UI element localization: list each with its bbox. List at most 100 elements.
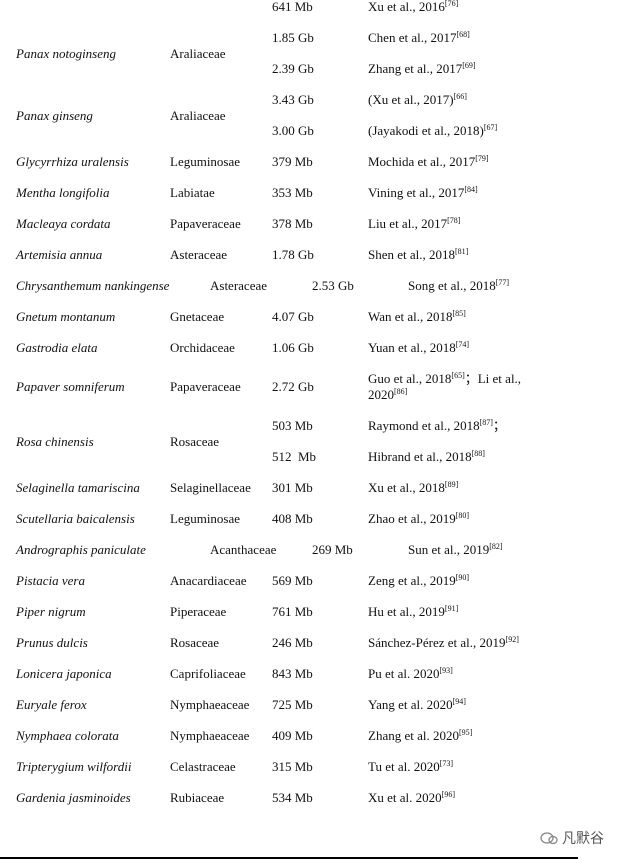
reference-text: (Xu et al., 2017) [368, 92, 454, 107]
reference: Tu et al. 2020[73] [368, 752, 538, 783]
citation-number: [92] [505, 635, 519, 644]
genome-table: 641 Mb Xu et al., 2016[76] Panax notoginse… [0, 0, 600, 814]
entries: 4.07 Gb Wan et al., 2018[85] [272, 302, 538, 333]
family-cell: Selaginellaceae [170, 480, 251, 495]
genome-size: 1.78 Gb [272, 247, 314, 262]
reference: Yang et al. 2020[94] [368, 690, 538, 721]
entries: 269 Mb Sun et al., 2019[82] [312, 535, 578, 566]
citation-number: [67] [483, 123, 498, 132]
table-row: Prunus dulcis Rosaceae 246 Mb Sánchez-Pérez… [0, 628, 600, 659]
entries: 408 Mb Zhao et al., 2019[80] [272, 504, 538, 535]
citation-number: [77] [495, 278, 510, 287]
entries: 843 Mb Pu et al. 2020[93] [272, 659, 538, 690]
entry: 534 Mb Xu et al. 2020[96] [272, 783, 538, 814]
entries: 1.06 Gb Yuan et al., 2018[74] [272, 333, 538, 364]
reference: Chen et al., 2017[68] [368, 23, 538, 54]
entry: 2.39 Gb Zhang et al., 2017[69] [272, 54, 538, 85]
family-cell: Nymphaeaceae [170, 697, 250, 712]
family-cell: Papaveraceae [170, 216, 241, 231]
table-row: Papaver somniferum Papaveraceae 2.72 Gb Guo… [0, 364, 600, 411]
reference: Zhang et al., 2017[69] [368, 54, 538, 85]
reference-text: Guo et al., 2018 [368, 371, 452, 386]
genome-size: 3.43 Gb [272, 92, 314, 107]
citation-number: [76] [444, 0, 459, 8]
reference-text: Chen et al., 2017 [368, 30, 457, 45]
reference: Pu et al. 2020[93] [368, 659, 538, 690]
genome-size: 1.06 Gb [272, 340, 314, 355]
genome-size: 503 Mb [272, 418, 313, 433]
citation-number: [80] [455, 511, 470, 520]
entry: 246 Mb Sánchez-Pérez et al., 2019[92] [272, 628, 538, 659]
species-cell: Gnetum montanum [16, 309, 116, 324]
reference-text: Xu et al. 2020 [368, 790, 442, 805]
table-row: Scutellaria baicalensis Leguminosae 408 Mb… [0, 504, 600, 535]
species-cell: Selaginella tamariscina [16, 480, 140, 495]
species-cell: Prunus dulcis [16, 635, 88, 650]
genome-size: 534 Mb [272, 790, 313, 805]
citation-number: [95] [458, 728, 473, 737]
entries: 301 Mb Xu et al., 2018[89] [272, 473, 538, 504]
citation-number: [65] [451, 371, 465, 380]
entries: 315 Mb Tu et al. 2020[73] [272, 752, 538, 783]
reference: Xu et al., 2018[89] [368, 473, 538, 504]
entry: 379 Mb Mochida et al., 2017[79] [272, 147, 538, 178]
family-cell: Celastraceae [170, 759, 236, 774]
citation-number: [68] [456, 30, 470, 39]
genome-size: 409 Mb [272, 728, 313, 743]
reference: Xu et al. 2020[96] [368, 783, 538, 814]
reference: Vining et al., 2017[84] [368, 178, 538, 209]
reference-text: Zeng et al., 2019 [368, 573, 456, 588]
species-cell: Andrographis paniculate [16, 542, 146, 557]
table-row: Piper nigrum Piperaceae 761 Mb Hu et al., 2… [0, 597, 600, 628]
family-cell: Anacardiaceae [170, 573, 247, 588]
reference-text: Zhang et al. 2020 [368, 728, 459, 743]
entry: 315 Mb Tu et al. 2020[73] [272, 752, 538, 783]
reference-text: Sánchez-Pérez et al., 2019 [368, 635, 506, 650]
table-row: Tripterygium wilfordii Celastraceae 315 Mb… [0, 752, 600, 783]
table-row: Selaginella tamariscina Selaginellaceae 30… [0, 473, 600, 504]
entries: 353 Mb Vining et al., 2017[84] [272, 178, 538, 209]
species-cell: Lonicera japonica [16, 666, 112, 681]
genome-size: 315 Mb [272, 759, 313, 774]
entries: 3.43 Gb (Xu et al., 2017)[66] 3.00 Gb (Jaya… [272, 85, 538, 147]
reference-text: Shen et al., 2018 [368, 247, 456, 262]
table-row: Macleaya cordata Papaveraceae 378 Mb Liu et… [0, 209, 600, 240]
entries: 761 Mb Hu et al., 2019[91] [272, 597, 538, 628]
reference: Xu et al., 2016[76] [368, 0, 538, 23]
species-cell: Mentha longifolia [16, 185, 110, 200]
reference-text: Yang et al. 2020 [368, 697, 453, 712]
family-cell: Piperaceae [170, 604, 227, 619]
reference-text: Sun et al., 2019 [408, 542, 490, 557]
genome-size: 761 Mb [272, 604, 313, 619]
reference: (Jayakodi et al., 2018)[67] [368, 116, 538, 147]
genome-size: 353 Mb [272, 185, 313, 200]
entries: 379 Mb Mochida et al., 2017[79] [272, 147, 538, 178]
watermark: 凡默谷 [540, 828, 604, 848]
species-cell: Euryale ferox [16, 697, 87, 712]
species-cell: Nymphaea colorata [16, 728, 119, 743]
citation-number: [91] [444, 604, 459, 613]
table-row: 641 Mb Xu et al., 2016[76] [0, 0, 600, 23]
family-cell: Asteraceae [170, 247, 228, 262]
reference: Yuan et al., 2018[74] [368, 333, 538, 364]
reference-text: Liu et al., 2017 [368, 216, 448, 231]
entry: 1.06 Gb Yuan et al., 2018[74] [272, 333, 538, 364]
reference-text: Zhang et al., 2017 [368, 61, 463, 76]
table-row: Gardenia jasminoides Rubiaceae 534 Mb Xu et… [0, 783, 600, 814]
reference: Mochida et al., 2017[79] [368, 147, 538, 178]
table-row: Gastrodia elata Orchidaceae 1.06 Gb Yuan et… [0, 333, 600, 364]
citation-number: [96] [441, 790, 455, 799]
family-cell: Caprifoliaceae [170, 666, 246, 681]
entries: 641 Mb Xu et al., 2016[76] [272, 0, 538, 23]
entry: 503 Mb Raymond et al., 2018[87]； [272, 411, 538, 442]
species-cell: Artemisia annua [16, 247, 103, 262]
citation-number: [88] [471, 449, 485, 458]
citation-number: [89] [444, 480, 459, 489]
species-cell: Tripterygium wilfordii [16, 759, 132, 774]
reference-text: Xu et al., 2018 [368, 480, 445, 495]
species-cell: Pistacia vera [16, 573, 85, 588]
genome-size: 378 Mb [272, 216, 313, 231]
entries: 503 Mb Raymond et al., 2018[87]； 512 Mb Hib… [272, 411, 538, 473]
genome-size: 843 Mb [272, 666, 313, 681]
table-row: Lonicera japonica Caprifoliaceae 843 Mb Pu … [0, 659, 600, 690]
